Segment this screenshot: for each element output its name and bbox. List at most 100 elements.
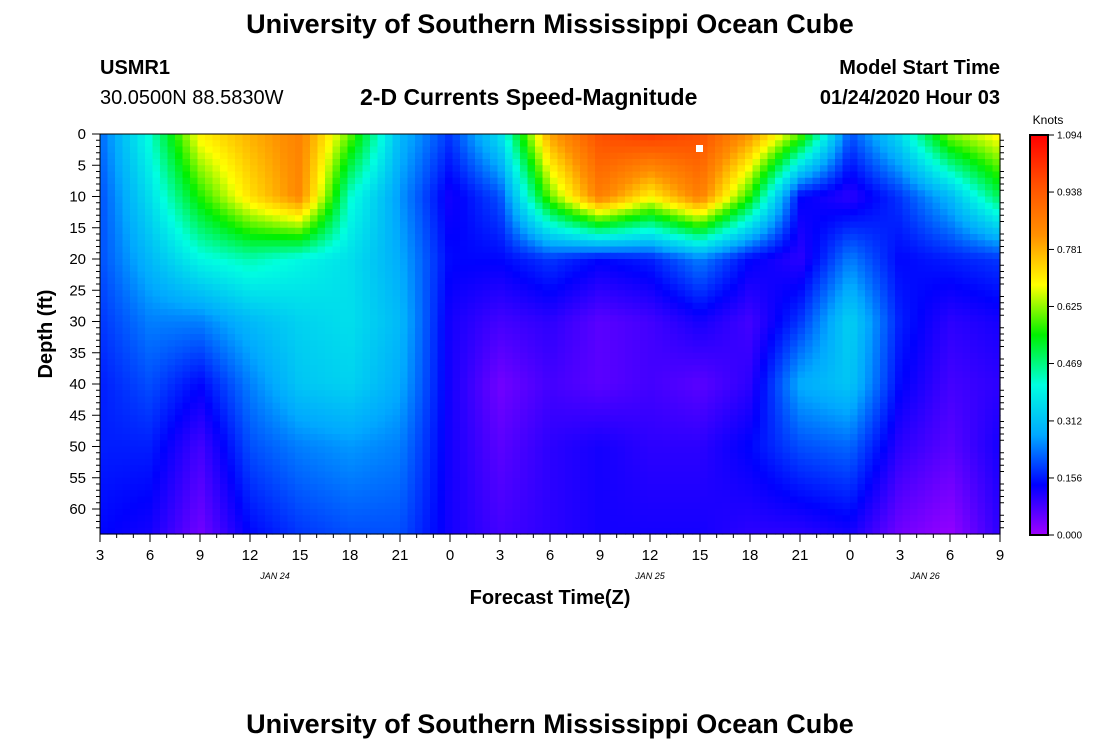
heatmap-cell — [895, 190, 904, 198]
heatmap-cell — [332, 384, 341, 391]
heatmap-cell — [857, 152, 866, 160]
heatmap-cell — [182, 309, 191, 316]
heatmap-cell — [392, 177, 401, 185]
heatmap-cell — [415, 152, 424, 160]
heatmap-cell — [152, 265, 161, 273]
heatmap-cell — [595, 184, 604, 191]
heatmap-cell — [347, 246, 356, 254]
heatmap-cell — [310, 302, 319, 310]
heatmap-cell — [902, 196, 911, 204]
heatmap-cell — [520, 171, 529, 179]
heatmap-cell — [385, 209, 394, 216]
heatmap-cell — [100, 234, 109, 241]
heatmap-cell — [985, 352, 994, 360]
heatmap-cell — [407, 384, 416, 391]
heatmap-cell — [182, 171, 191, 179]
heatmap-cell — [332, 240, 341, 248]
heatmap-cell — [857, 209, 866, 216]
heatmap-cell — [617, 327, 626, 335]
heatmap-cell — [385, 377, 394, 385]
heatmap-cell — [167, 371, 176, 379]
heatmap-cell — [280, 202, 289, 210]
heatmap-cell — [280, 146, 289, 154]
heatmap-cell — [737, 196, 746, 204]
heatmap-cell — [677, 215, 686, 223]
heatmap-cell — [617, 252, 626, 260]
heatmap-cell — [985, 277, 994, 285]
heatmap-cell — [902, 134, 911, 141]
heatmap-cell — [827, 321, 836, 329]
heatmap-cell — [227, 215, 236, 223]
heatmap-cell — [647, 221, 656, 229]
heatmap-cell — [400, 290, 409, 298]
heatmap-cell — [737, 134, 746, 141]
heatmap-cell — [370, 359, 379, 366]
heatmap-cell — [287, 321, 296, 329]
heatmap-cell — [205, 190, 214, 198]
heatmap-cell — [985, 134, 994, 141]
heatmap-cell — [340, 227, 349, 235]
heatmap-cell — [475, 215, 484, 223]
heatmap-cell — [857, 265, 866, 273]
heatmap-cell — [752, 196, 761, 204]
heatmap-cell — [760, 365, 769, 373]
heatmap-cell — [160, 165, 169, 173]
heatmap-cell — [167, 359, 176, 366]
heatmap-cell — [640, 365, 649, 373]
heatmap-cell — [925, 284, 934, 291]
heatmap-cell — [250, 315, 259, 323]
heatmap-cell — [790, 140, 799, 148]
heatmap-cell — [917, 259, 926, 266]
heatmap-cell — [100, 384, 109, 391]
heatmap-cell — [242, 209, 251, 216]
heatmap-cell — [122, 140, 131, 148]
heatmap-cell — [895, 184, 904, 191]
heatmap-cell — [827, 215, 836, 223]
heatmap-cell — [152, 340, 161, 348]
heatmap-cell — [827, 265, 836, 273]
heatmap-cell — [737, 177, 746, 185]
heatmap-cell — [647, 146, 656, 154]
heatmap-cell — [220, 227, 229, 235]
heatmap-cell — [152, 365, 161, 373]
heatmap-cell — [752, 171, 761, 179]
heatmap-cell — [310, 227, 319, 235]
heatmap-cell — [572, 321, 581, 329]
heatmap-cell — [182, 271, 191, 279]
heatmap-cell — [580, 315, 589, 323]
heatmap-cell — [542, 159, 551, 166]
heatmap-cell — [430, 215, 439, 223]
heatmap-cell — [872, 146, 881, 154]
heatmap-cell — [460, 171, 469, 179]
heatmap-cell — [565, 277, 574, 285]
heatmap-cell — [610, 334, 619, 341]
heatmap-cell — [910, 171, 919, 179]
heatmap-cell — [857, 334, 866, 341]
heatmap-cell — [767, 221, 776, 229]
heatmap-cell — [887, 284, 896, 291]
heatmap-cell — [302, 140, 311, 148]
heatmap-cell — [775, 321, 784, 329]
heatmap-cell — [602, 265, 611, 273]
heatmap-cell — [250, 321, 259, 329]
heatmap-cell — [392, 390, 401, 398]
heatmap-cell — [325, 140, 334, 148]
heatmap-cell — [872, 371, 881, 379]
heatmap-cell — [557, 271, 566, 279]
heatmap-cell — [415, 327, 424, 335]
heatmap-cell — [542, 371, 551, 379]
heatmap-cell — [512, 284, 521, 291]
heatmap-cell — [925, 165, 934, 173]
heatmap-cell — [700, 296, 709, 304]
heatmap-cell — [760, 252, 769, 260]
heatmap-cell — [122, 284, 131, 291]
heatmap-cell — [107, 171, 116, 179]
heatmap-cell — [887, 184, 896, 191]
heatmap-cell — [452, 359, 461, 366]
heatmap-cell — [287, 346, 296, 354]
heatmap-cell — [310, 290, 319, 298]
heatmap-cell — [820, 265, 829, 273]
heatmap-cell — [640, 309, 649, 316]
heatmap-cell — [955, 152, 964, 160]
heatmap-cell — [707, 252, 716, 260]
